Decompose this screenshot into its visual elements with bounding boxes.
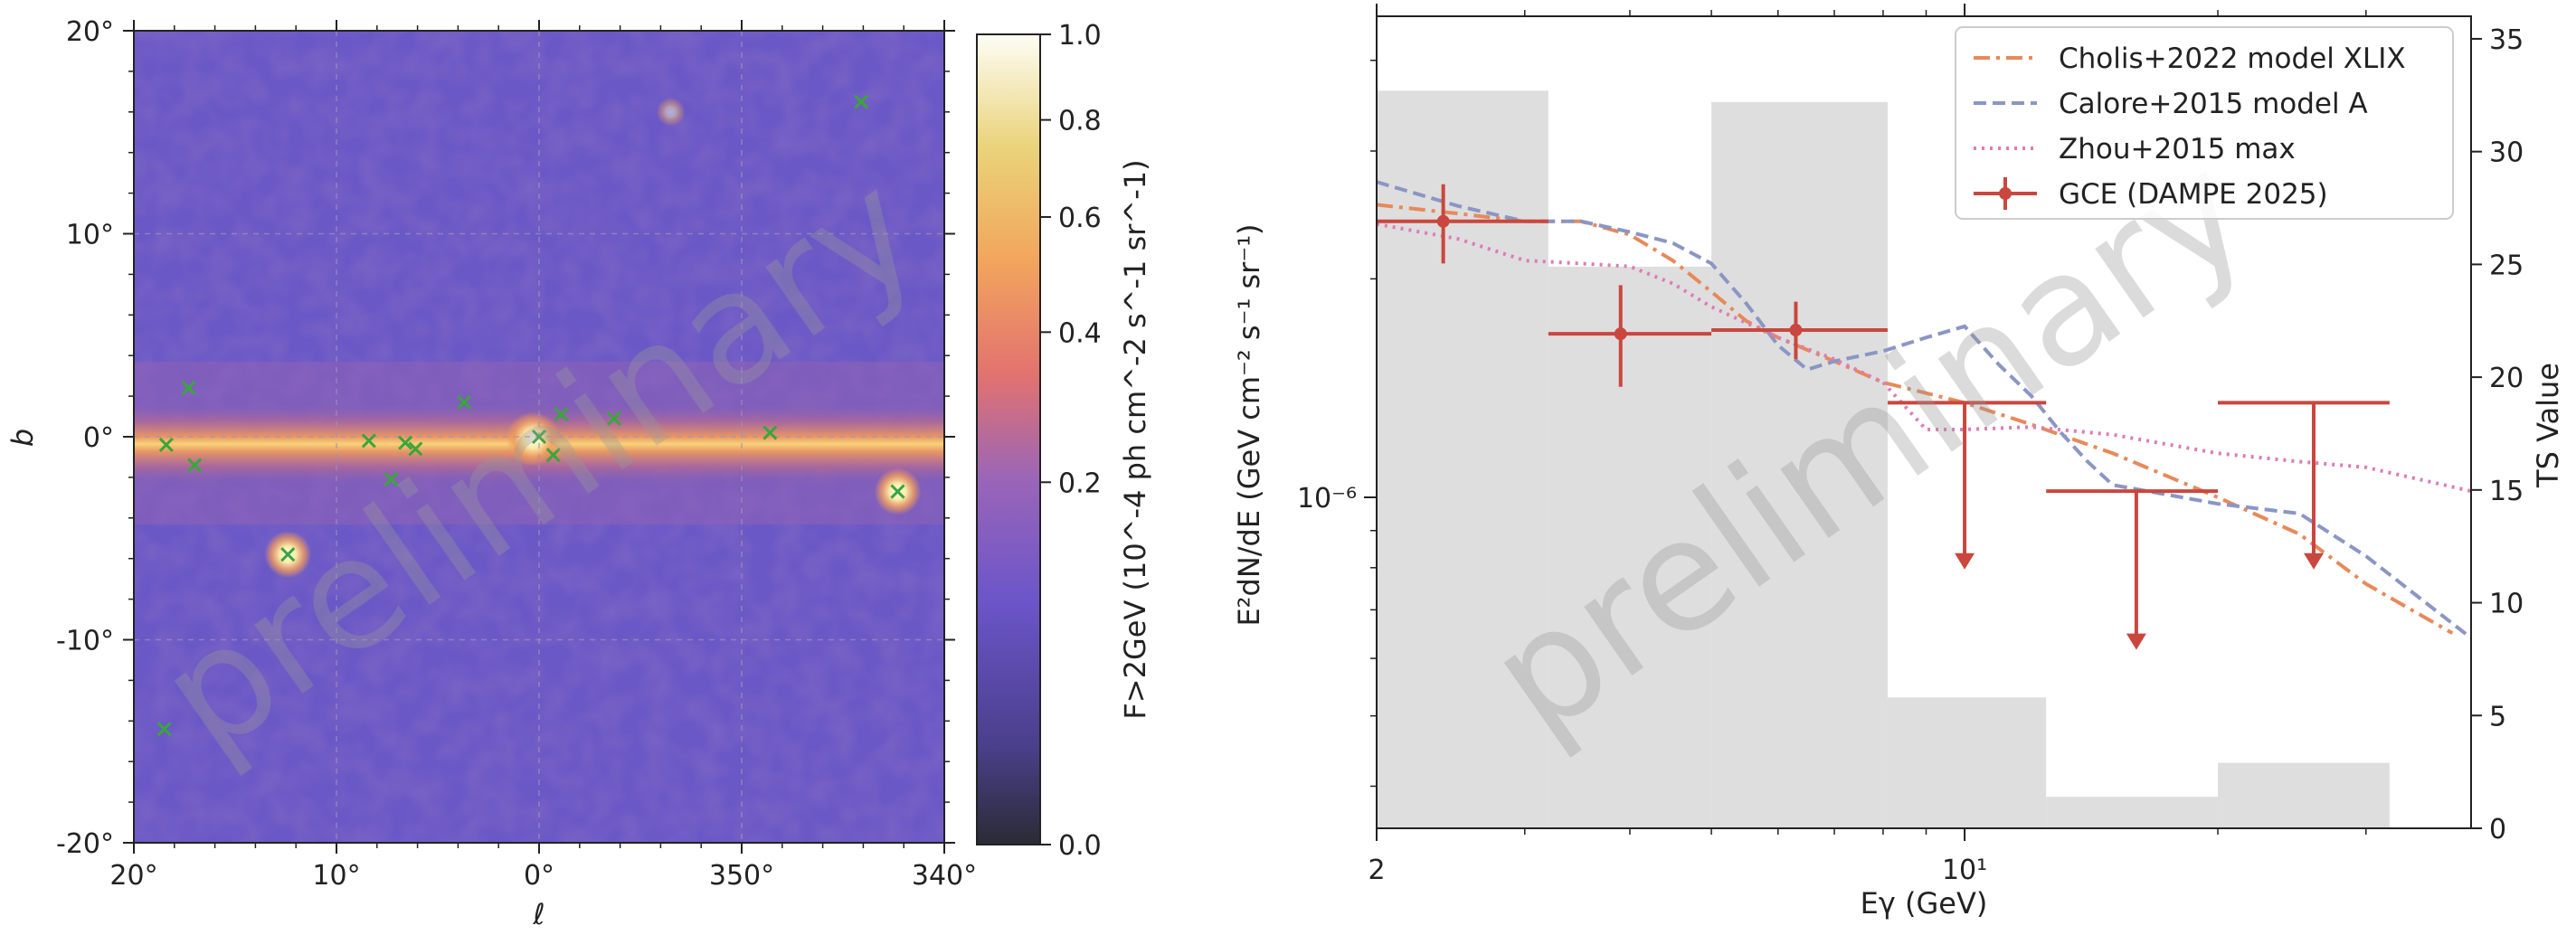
source-marker	[854, 94, 869, 109]
colorbar-tick-label: 0.6	[1058, 203, 1102, 234]
source-marker-stroke	[408, 441, 423, 457]
spectrum-frame	[1376, 15, 2472, 829]
colorbar-tick-label: 0.2	[1058, 468, 1102, 499]
legend-label-gce: GCE (DAMPE 2025)	[2059, 178, 2328, 211]
bright-spot	[656, 97, 686, 127]
ts-tick-label: 25	[2489, 250, 2524, 281]
source-marker	[398, 435, 413, 450]
ts-tick-label: 30	[2489, 137, 2524, 169]
colorbar-label: F>2GeV (10^-4 ph cm^-2 s^-1 sr^-1)	[1118, 159, 1152, 719]
source-marker	[158, 437, 174, 453]
upper-limit-arrow	[2126, 633, 2146, 650]
map-y-tick-label: -20°	[56, 828, 114, 860]
source-marker	[181, 381, 196, 396]
map-y-label: b	[5, 429, 40, 447]
map-x-tick-label: 10°	[312, 860, 360, 892]
source-marker-stroke	[554, 407, 569, 422]
source-marker-stroke	[531, 429, 547, 445]
source-marker-stroke	[457, 394, 472, 410]
spectrum-y-tick-label: 10⁻⁶	[1297, 483, 1357, 515]
source-marker-stroke	[187, 458, 203, 473]
legend-label-cholis: Cholis+2022 model XLIX	[2059, 42, 2406, 75]
sky-map: 20° 10° 0° 350° 340°20°10°0°-10°-20° ℓ b pre…	[5, 16, 977, 931]
gce-point	[1789, 324, 1803, 337]
upper-limit-arrow	[2304, 552, 2325, 570]
source-marker	[156, 722, 172, 737]
source-marker-stroke	[606, 411, 621, 426]
source-marker-stroke	[545, 448, 561, 463]
bright-spot	[506, 411, 561, 467]
map-y-tick-label: -10°	[56, 626, 114, 657]
colorbar-tick-label: 0.0	[1058, 830, 1102, 862]
ts-tick-label: 35	[2489, 24, 2524, 56]
map-y-tick-label: 10°	[66, 220, 114, 251]
source-marker	[361, 433, 376, 449]
upper-limit-arrow	[1955, 552, 1975, 570]
source-marker-stroke	[890, 484, 905, 499]
legend-marker-gce-dot	[1999, 187, 2012, 200]
map-x-tick-label: 20°	[109, 860, 157, 892]
spectrum-y2-label: TS Value	[2531, 363, 2565, 488]
map-y-tick-label: 0°	[83, 422, 114, 454]
legend-label-calore: Calore+2015 model A	[2059, 88, 2368, 120]
map-y-tick-label: 20°	[66, 16, 114, 48]
colorbar-tick-label: 0.8	[1058, 106, 1102, 137]
ts-tick-label: 20	[2489, 363, 2524, 394]
map-x-tick-label: 340°	[912, 860, 977, 892]
colorbar-tick-label: 0.4	[1058, 317, 1102, 349]
ts-tick-label: 0	[2489, 814, 2506, 845]
source-marker-stroke	[384, 472, 399, 487]
map-x-tick-label: 350°	[709, 860, 774, 892]
gce-point	[1436, 214, 1450, 228]
ts-tick-label: 15	[2489, 476, 2524, 507]
legend-box	[1955, 26, 2454, 220]
spectrum-x-tick-label: 10¹	[1942, 855, 1987, 886]
map-x-tick-label: 0°	[524, 860, 554, 892]
source-marker	[606, 411, 621, 426]
source-marker	[762, 425, 778, 440]
source-marker	[187, 458, 203, 473]
source-marker-stroke	[361, 433, 376, 449]
spectrum-y-label: E²dN/dE (GeV cm⁻² s⁻¹ sr⁻¹)	[1232, 223, 1266, 626]
ts-tick-label: 5	[2489, 701, 2506, 732]
source-marker-stroke	[156, 722, 172, 737]
ts-bar	[2046, 797, 2219, 828]
ts-tick-label: 10	[2489, 589, 2524, 620]
source-marker	[890, 484, 905, 499]
source-marker-stroke	[158, 437, 174, 453]
spectrum-x-label: Eγ (GeV)	[1861, 886, 1988, 921]
source-marker	[554, 407, 569, 422]
legend-label-zhou: Zhou+2015 max	[2059, 133, 2296, 165]
colorbar-tick-label: 1.0	[1058, 20, 1102, 52]
source-marker-stroke	[854, 94, 869, 109]
source-marker	[457, 394, 472, 410]
source-marker	[545, 448, 561, 463]
source-marker	[408, 441, 423, 457]
ts-bar	[1887, 697, 2047, 828]
source-marker-stroke	[398, 435, 413, 450]
ts-bar	[2218, 762, 2390, 828]
source-marker	[531, 429, 547, 445]
source-marker	[384, 472, 399, 487]
source-marker-stroke	[280, 547, 296, 562]
source-marker-stroke	[762, 425, 778, 440]
source-marker	[280, 547, 296, 562]
ts-bar	[1377, 90, 1548, 829]
gce-point	[1614, 327, 1627, 341]
spectrum-x-tick-label: 2	[1368, 855, 1385, 886]
legend: Cholis+2022 model XLIX Calore+2015 model…	[1955, 26, 2454, 220]
colorbar-gradient	[976, 33, 1041, 845]
ts-bar	[1711, 101, 1888, 829]
source-marker-stroke	[181, 381, 196, 396]
ts-bar	[1548, 266, 1712, 829]
map-x-label: ℓ	[532, 897, 545, 931]
colorbar: 1.0 0.8 0.6 0.4 0.2 0.0 F>2GeV (10^-4 ph cm^-…	[976, 20, 1152, 862]
